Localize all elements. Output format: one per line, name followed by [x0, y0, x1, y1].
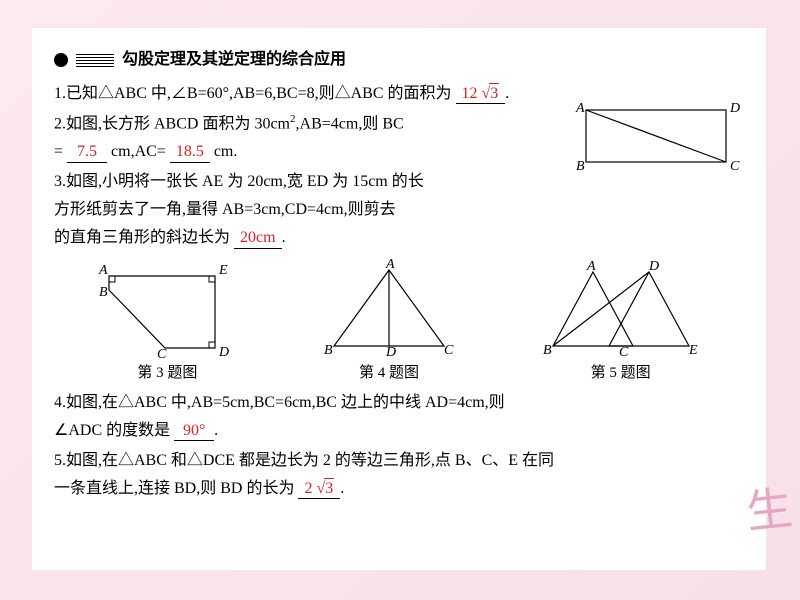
hatch-icon — [76, 53, 114, 67]
svg-text:A: A — [385, 258, 395, 272]
svg-text:C: C — [730, 159, 740, 174]
worksheet-page: 勾股定理及其逆定理的综合应用 1.已知△ABC 中,∠B=60°,AB=6,BC… — [32, 28, 766, 570]
svg-text:A: A — [586, 259, 596, 274]
figure-4-caption: 第 4 题图 — [314, 360, 464, 386]
sqrt-icon: 3 — [316, 478, 334, 498]
question-3: 3.如图,小明将一张长 AE 为 20cm,宽 ED 为 15cm 的长 方形纸… — [54, 168, 744, 252]
svg-text:C: C — [157, 347, 167, 358]
q3-answer: 20cm — [234, 228, 282, 248]
q2-answer-2: 18.5 — [170, 142, 210, 162]
svg-text:E: E — [688, 343, 698, 358]
bullet-icon — [54, 53, 68, 67]
q2-answer-1: 7.5 — [67, 142, 107, 162]
figure-5: A D B C E 第 5 题图 — [531, 258, 711, 386]
figure-3: A B C D E 第 3 题图 — [87, 258, 247, 386]
svg-text:C: C — [444, 343, 454, 358]
q1-text: 1.已知△ABC 中,∠B=60°,AB=6,BC=8,则△ABC 的面积为 — [54, 85, 452, 102]
q5-answer: 2 3 — [298, 478, 340, 499]
svg-text:E: E — [218, 263, 228, 278]
q1-answer: 12 3 — [456, 83, 506, 104]
figure-row: A B C D E 第 3 题图 A B D C 第 4 题图 — [54, 258, 744, 386]
figure-3-caption: 第 3 题图 — [87, 360, 247, 386]
q4-answer: 90° — [174, 421, 214, 441]
svg-text:A: A — [98, 263, 108, 278]
svg-text:C: C — [619, 345, 629, 358]
figure-5-caption: 第 5 题图 — [531, 360, 711, 386]
svg-text:B: B — [543, 343, 552, 358]
svg-text:B: B — [576, 159, 585, 174]
svg-text:D: D — [729, 101, 740, 116]
section-title: 勾股定理及其逆定理的综合应用 — [122, 46, 346, 74]
figure-rectangle: A D B C — [572, 98, 740, 176]
svg-text:D: D — [218, 345, 229, 358]
svg-text:D: D — [648, 259, 659, 274]
svg-text:B: B — [99, 285, 108, 300]
decorative-calligraphy: 生 — [743, 472, 796, 542]
question-4: 4.如图,在△ABC 中,AB=5cm,BC=6cm,BC 边上的中线 AD=4… — [54, 389, 744, 445]
section-header: 勾股定理及其逆定理的综合应用 — [54, 46, 744, 74]
svg-text:D: D — [385, 345, 396, 358]
svg-text:B: B — [324, 343, 333, 358]
question-5: 5.如图,在△ABC 和△DCE 都是边长为 2 的等边三角形,点 B、C、E … — [54, 447, 744, 503]
sqrt-icon: 3 — [482, 83, 500, 103]
figure-4: A B D C 第 4 题图 — [314, 258, 464, 386]
svg-text:A: A — [575, 101, 585, 116]
